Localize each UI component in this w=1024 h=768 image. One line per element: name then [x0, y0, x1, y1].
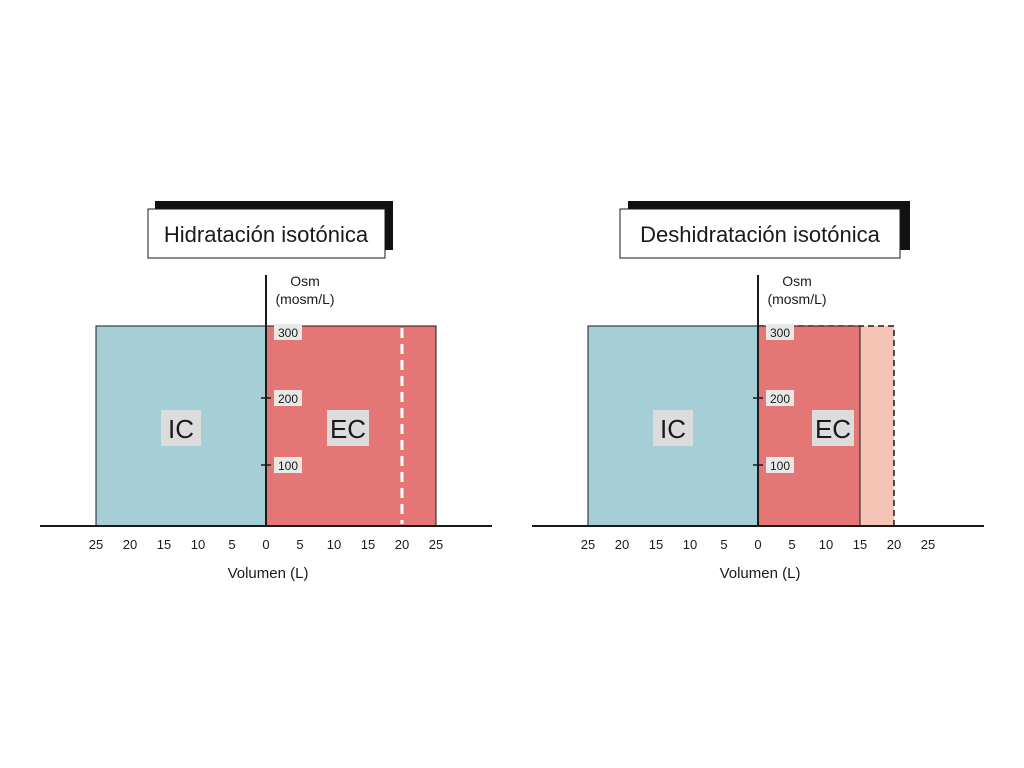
x-tick: 25	[89, 537, 103, 552]
svg-text:200: 200	[278, 392, 298, 406]
svg-text:100: 100	[278, 459, 298, 473]
y-tick-100: 100	[753, 457, 794, 473]
x-tick: 20	[887, 537, 901, 552]
panel-title: Deshidratación isotónica	[640, 222, 880, 247]
x-axis-label: Volumen (L)	[720, 565, 801, 582]
x-tick: 20	[123, 537, 137, 552]
x-tick: 25	[581, 537, 595, 552]
svg-text:IC: IC	[168, 414, 194, 444]
x-tick: 15	[649, 537, 663, 552]
ec-label: EC	[812, 410, 854, 446]
title-box	[619, 208, 901, 259]
svg-text:300: 300	[770, 326, 790, 340]
y-tick-300: 300	[766, 324, 794, 340]
panel-isotonic-hydration: Hidratación isotónica Osm (mosm/L) 100 2…	[40, 201, 492, 582]
x-tick: 15	[157, 537, 171, 552]
x-axis-label: Volumen (L)	[228, 565, 309, 582]
title-box	[147, 208, 386, 259]
svg-text:IC: IC	[660, 414, 686, 444]
x-tick-labels: 25 20 15 10 5 0 5 10 15 20 25	[581, 537, 935, 552]
panel-title: Hidratación isotónica	[164, 222, 369, 247]
svg-text:EC: EC	[330, 414, 366, 444]
x-tick: 25	[921, 537, 935, 552]
svg-text:200: 200	[770, 392, 790, 406]
x-tick: 20	[395, 537, 409, 552]
ic-label: IC	[653, 410, 693, 446]
x-tick: 15	[853, 537, 867, 552]
y-axis-label-line2: (mosm/L)	[767, 291, 826, 307]
x-tick: 5	[228, 537, 235, 552]
y-tick-200: 200	[261, 390, 302, 406]
x-tick: 20	[615, 537, 629, 552]
y-axis-label-line2: (mosm/L)	[275, 291, 334, 307]
x-tick: 25	[429, 537, 443, 552]
x-tick-labels: 25 20 15 10 5 0 5 10 15 20 25	[89, 537, 443, 552]
x-tick: 10	[191, 537, 205, 552]
x-tick: 5	[720, 537, 727, 552]
x-tick: 5	[296, 537, 303, 552]
svg-text:100: 100	[770, 459, 790, 473]
svg-text:300: 300	[278, 326, 298, 340]
ic-label: IC	[161, 410, 201, 446]
y-axis-label-line1: Osm	[290, 273, 320, 289]
x-tick: 10	[683, 537, 697, 552]
x-tick: 0	[262, 537, 269, 552]
y-tick-200: 200	[753, 390, 794, 406]
y-tick-100: 100	[261, 457, 302, 473]
x-tick: 10	[819, 537, 833, 552]
ec-label: EC	[327, 410, 369, 446]
y-axis-label-line1: Osm	[782, 273, 812, 289]
x-tick: 15	[361, 537, 375, 552]
y-tick-300: 300	[274, 324, 302, 340]
panel-isotonic-dehydration: Deshidratación isotónica Osm (mosm/L) 10…	[532, 201, 984, 582]
x-tick: 10	[327, 537, 341, 552]
svg-text:EC: EC	[815, 414, 851, 444]
x-tick: 0	[754, 537, 761, 552]
x-tick: 5	[788, 537, 795, 552]
